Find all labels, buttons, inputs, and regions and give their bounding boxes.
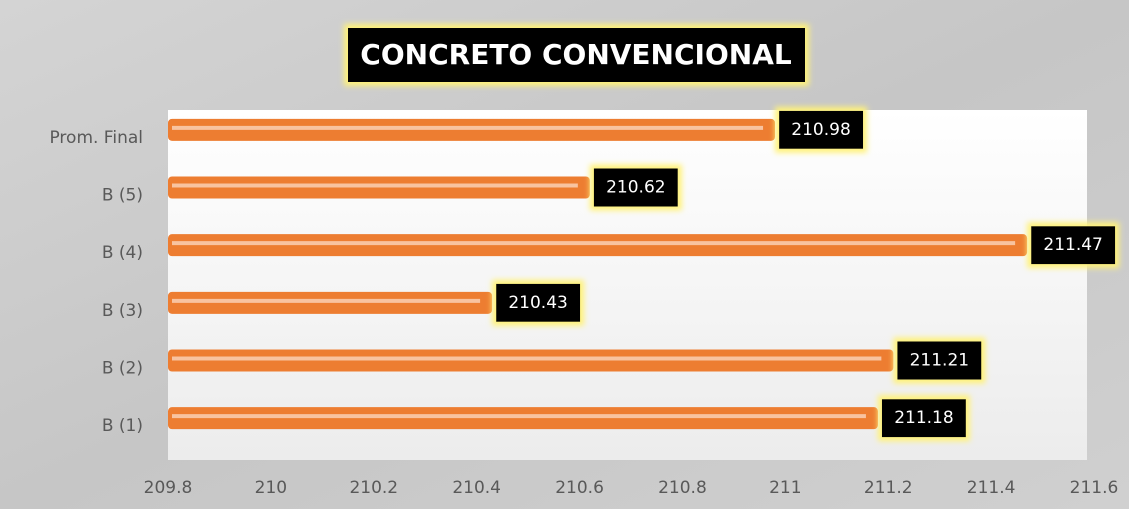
bar xyxy=(168,234,1028,257)
chart-title: CONCRETO CONVENCIONAL xyxy=(360,38,792,71)
y-tick-label: B (3) xyxy=(102,301,143,321)
value-label-background xyxy=(881,399,966,438)
value-label: 211.18 xyxy=(894,408,953,428)
y-tick-label: B (1) xyxy=(102,416,143,436)
x-tick-label: 210 xyxy=(255,478,287,498)
value-label-background xyxy=(1031,226,1116,265)
value-label-box xyxy=(779,110,864,149)
x-tick-label: 211.6 xyxy=(1070,478,1119,498)
y-tick-label: B (2) xyxy=(102,359,143,379)
value-label-box xyxy=(897,341,982,380)
value-label: 211.47 xyxy=(1043,235,1102,255)
value-label: 210.62 xyxy=(606,178,665,198)
value-label-background xyxy=(496,283,581,322)
x-tick-label: 209.8 xyxy=(144,478,193,498)
x-tick-label: 210.8 xyxy=(658,478,707,498)
y-tick-label: B (4) xyxy=(102,243,143,263)
x-tick-label: 211.2 xyxy=(864,478,913,498)
value-label-box xyxy=(1031,226,1116,265)
value-label-box xyxy=(881,399,966,438)
value-label-background xyxy=(593,168,678,207)
title-box xyxy=(348,28,805,82)
value-label-background xyxy=(779,110,864,149)
y-tick-label: Prom. Final xyxy=(49,128,143,148)
x-tick-label: 211 xyxy=(769,478,801,498)
value-label: 210.98 xyxy=(791,120,850,140)
y-tick-label: B (5) xyxy=(102,186,143,206)
value-label-background xyxy=(897,341,982,380)
x-tick-label: 210.6 xyxy=(555,478,604,498)
value-label-box xyxy=(496,283,581,322)
x-tick-label: 210.2 xyxy=(349,478,398,498)
x-tick-label: 211.4 xyxy=(967,478,1016,498)
value-label: 211.21 xyxy=(910,351,969,371)
title-background xyxy=(348,28,805,82)
value-label-box xyxy=(593,168,678,207)
value-label: 210.43 xyxy=(508,293,567,313)
x-tick-label: 210.4 xyxy=(452,478,501,498)
